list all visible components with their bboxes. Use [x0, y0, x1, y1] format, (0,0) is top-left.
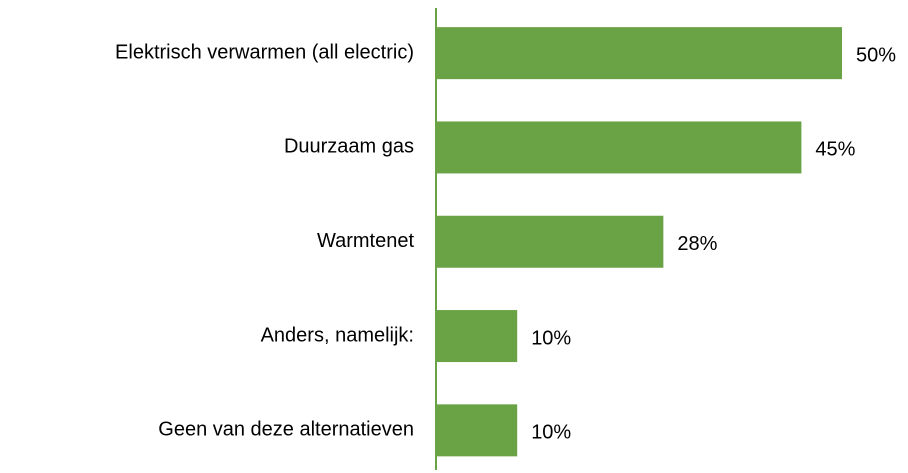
category-label: Warmtenet: [317, 230, 415, 252]
value-label: 45%: [815, 139, 855, 161]
value-label: 10%: [531, 327, 571, 349]
value-label: 28%: [677, 233, 717, 255]
bar: [436, 404, 518, 457]
bar: [436, 215, 664, 268]
category-label: Duurzaam gas: [284, 136, 414, 158]
bar: [436, 27, 842, 80]
value-label: 10%: [531, 422, 571, 444]
category-label: Geen van deze alternatieven: [158, 419, 414, 441]
bar: [436, 121, 802, 174]
bar: [436, 310, 518, 363]
category-label: Anders, namelijk:: [261, 324, 414, 346]
value-label: 50%: [856, 44, 896, 66]
category-label: Elektrisch verwarmen (all electric): [115, 41, 414, 63]
